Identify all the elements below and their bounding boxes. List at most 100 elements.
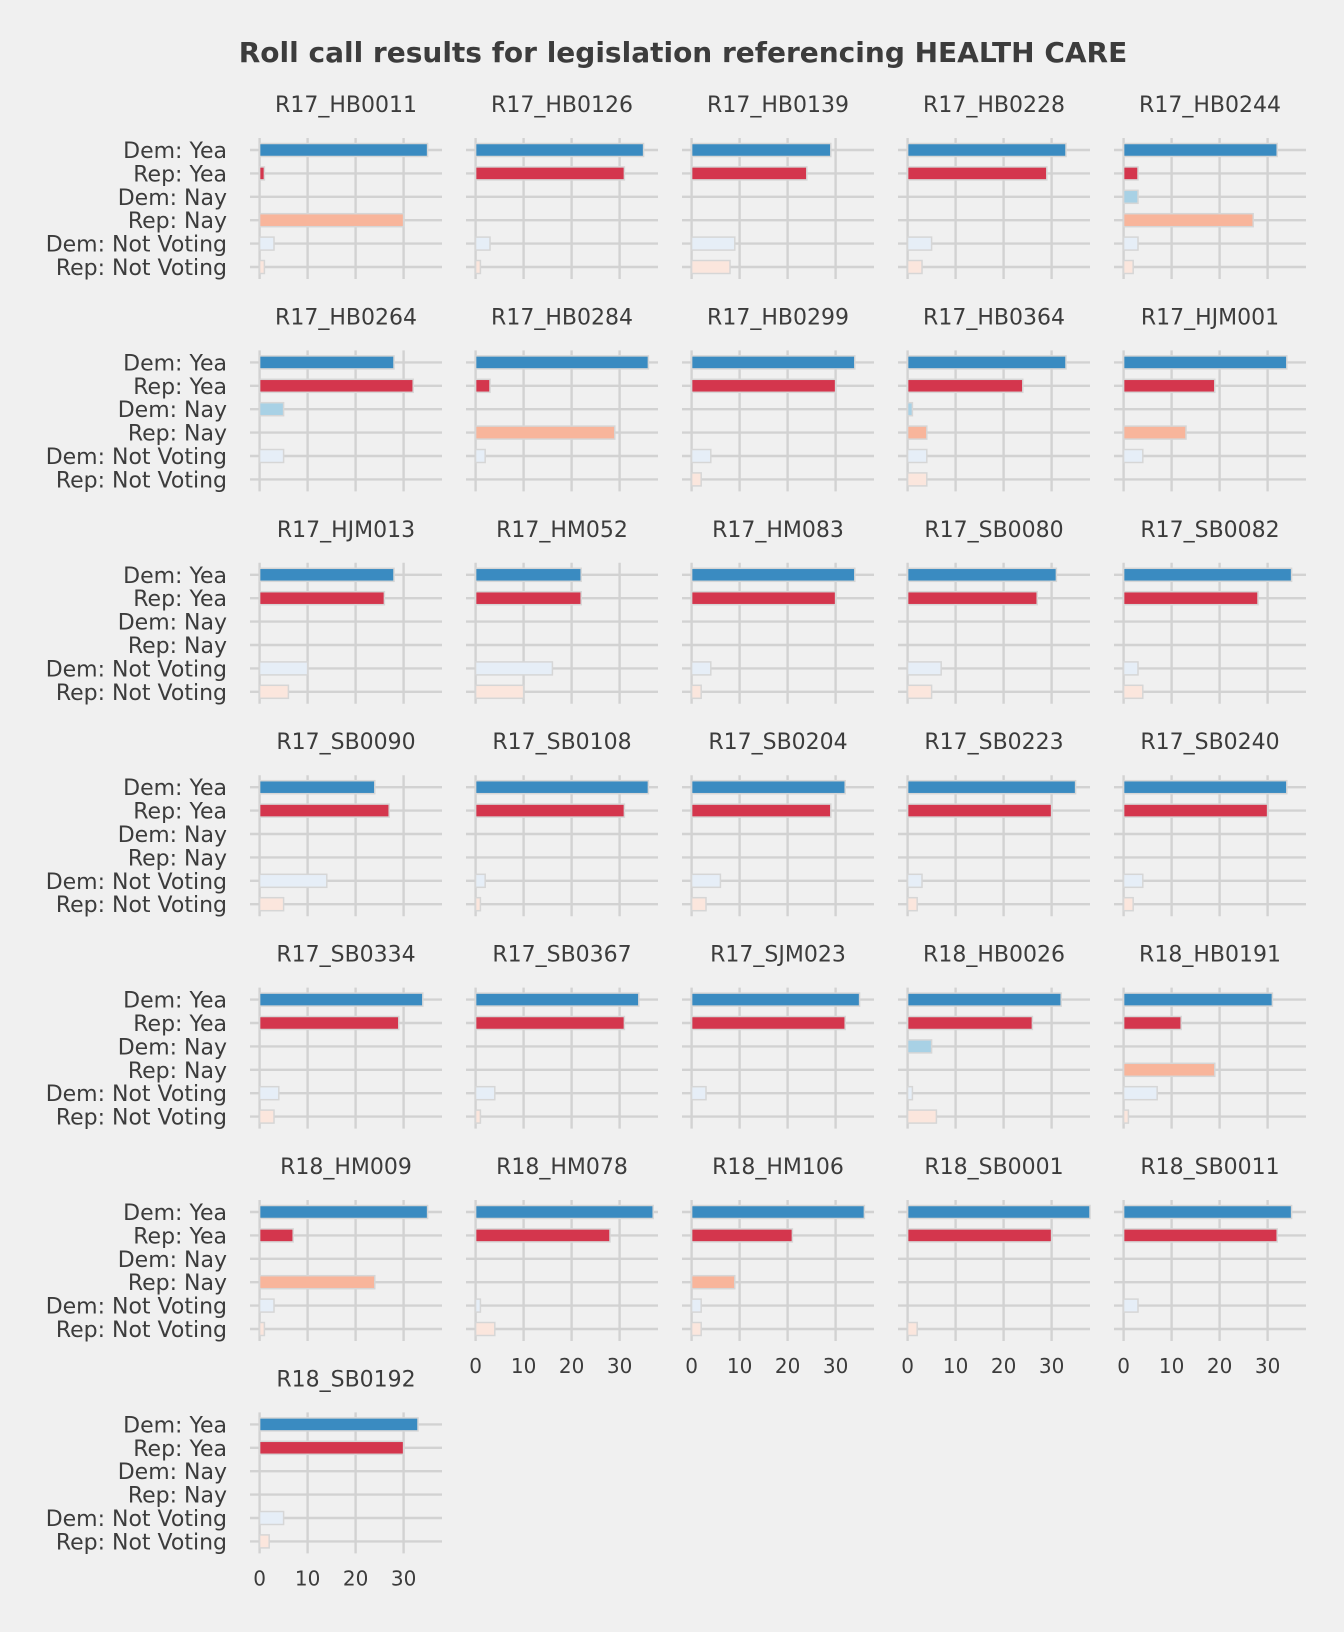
bar-rep-not-voting: [690, 684, 702, 700]
bar-rep-yea: [1122, 166, 1139, 181]
x-tick-label: 30: [1255, 1354, 1280, 1378]
panel-title: R18_SB0011: [1140, 1155, 1279, 1180]
x-tick-label: 30: [391, 1566, 416, 1590]
bar-rep-yea: [690, 1015, 846, 1031]
bar-rep-yea: [690, 590, 837, 606]
panel-r17_hm083: R17_HM083: [682, 518, 874, 704]
x-tick-label: 20: [775, 1354, 800, 1378]
bar-dem-yea: [1122, 1204, 1293, 1220]
category-label: Dem: Nay: [118, 611, 227, 636]
panel-r17_sb0367: R17_SB0367: [466, 943, 658, 1129]
bar-dem-yea: [258, 1417, 419, 1432]
x-tick-label: 30: [823, 1354, 848, 1378]
category-label: Dem: Yea: [123, 1413, 227, 1438]
panel-r18_hb0191: R18_HB0191: [1114, 943, 1306, 1129]
bar-rep-yea: [906, 1228, 1053, 1243]
category-label: Rep: Not Voting: [56, 681, 227, 706]
panel-r17_sb0204: R17_SB0204: [682, 730, 874, 917]
bar-dem-not-voting: [906, 1085, 914, 1101]
bar-dem-yea: [690, 355, 856, 370]
bar-dem-not-voting: [690, 873, 722, 889]
panel-title: R17_HB0011: [275, 93, 417, 118]
bar-dem-yea: [1122, 992, 1274, 1007]
bar-rep-not-voting: [474, 896, 482, 912]
panel-r18_sb0011: R18_SB0011 0 10 20 30: [1114, 1155, 1306, 1378]
x-tick-label: 20: [343, 1566, 368, 1590]
category-label: Dem: Not Voting: [46, 233, 227, 258]
category-label: Rep: Not Voting: [56, 256, 227, 281]
bar-dem-not-voting: [1122, 661, 1139, 676]
panel-title: R17_SB0240: [1140, 730, 1279, 755]
x-tick-label: 20: [1207, 1354, 1232, 1378]
bar-rep-not-voting: [690, 896, 707, 912]
bar-rep-yea: [906, 1015, 1034, 1031]
bar-dem-yea: [906, 1204, 1091, 1220]
category-label: Rep: Not Voting: [56, 468, 227, 493]
bar-dem-not-voting: [690, 1298, 702, 1313]
category-label: Rep: Nay: [128, 846, 227, 871]
bar-dem-yea: [474, 567, 582, 583]
bar-rep-yea: [258, 590, 386, 606]
category-label: Rep: Yea: [133, 800, 227, 825]
bar-rep-nay: [474, 425, 616, 440]
panel-title: R18_SB0001: [924, 1155, 1063, 1180]
bar-dem-not-voting: [474, 661, 554, 676]
category-label: Rep: Yea: [133, 162, 227, 187]
panel-r17_sb0080: R17_SB0080: [898, 518, 1090, 704]
panel-title: R17_HM083: [712, 518, 844, 543]
bar-dem-not-voting: [1122, 873, 1144, 889]
bar-dem-not-voting: [690, 448, 712, 464]
bar-rep-yea: [258, 803, 390, 818]
bar-dem-yea: [906, 992, 1062, 1007]
category-label: Rep: Nay: [128, 209, 227, 234]
bar-dem-not-voting: [258, 448, 285, 464]
panel-r17_sjm023: R17_SJM023: [682, 943, 874, 1129]
bar-rep-yea: [474, 1228, 611, 1243]
category-label: Dem: Not Voting: [46, 445, 227, 470]
bar-dem-not-voting: [1122, 1085, 1158, 1101]
category-label: Dem: Nay: [118, 186, 227, 211]
category-label: Dem: Nay: [118, 398, 227, 423]
category-label: Dem: Yea: [123, 776, 227, 801]
bar-rep-not-voting: [474, 1109, 482, 1124]
bar-dem-nay: [258, 401, 285, 417]
bar-dem-yea: [1122, 567, 1293, 583]
panel-title: R17_HB0126: [491, 93, 633, 118]
bar-dem-yea: [258, 567, 395, 583]
x-tick-label: 20: [991, 1354, 1016, 1378]
panel-r18_hm078: R18_HM078 0 10 20 30: [466, 1155, 658, 1378]
category-label: Rep: Nay: [128, 1059, 227, 1084]
bar-rep-yea: [474, 166, 626, 181]
category-label: Rep: Yea: [133, 375, 227, 400]
panel-title: R17_HB0299: [707, 305, 849, 330]
bar-rep-not-voting: [690, 259, 731, 275]
panel-title: R17_HB0364: [923, 305, 1065, 330]
bar-dem-not-voting: [906, 661, 942, 676]
category-label: Rep: Not Voting: [56, 893, 227, 918]
bar-dem-not-voting: [906, 236, 933, 251]
bar-dem-nay: [906, 1039, 933, 1054]
bar-dem-not-voting: [906, 448, 928, 464]
bar-rep-yea: [258, 1440, 405, 1456]
bar-dem-yea: [906, 355, 1067, 370]
category-label: Dem: Nay: [118, 1248, 227, 1273]
bar-rep-not-voting: [690, 1321, 702, 1337]
bar-rep-yea: [690, 378, 837, 394]
bar-rep-not-voting: [1122, 896, 1134, 912]
chart-title: Roll call results for legislation refere…: [239, 36, 1127, 69]
bar-dem-yea: [258, 1204, 429, 1220]
category-label: Dem: Yea: [123, 564, 227, 589]
bar-rep-nay: [1122, 212, 1254, 228]
bar-rep-not-voting: [1122, 1109, 1130, 1124]
category-label: Rep: Nay: [128, 1484, 227, 1509]
panel-title: R17_HM052: [496, 518, 628, 543]
panel-r17_hm052: R17_HM052: [466, 518, 658, 704]
panel-r17_hb0299: R17_HB0299: [682, 305, 874, 492]
bar-dem-not-voting: [474, 236, 491, 251]
x-tick-label: 0: [685, 1354, 698, 1378]
